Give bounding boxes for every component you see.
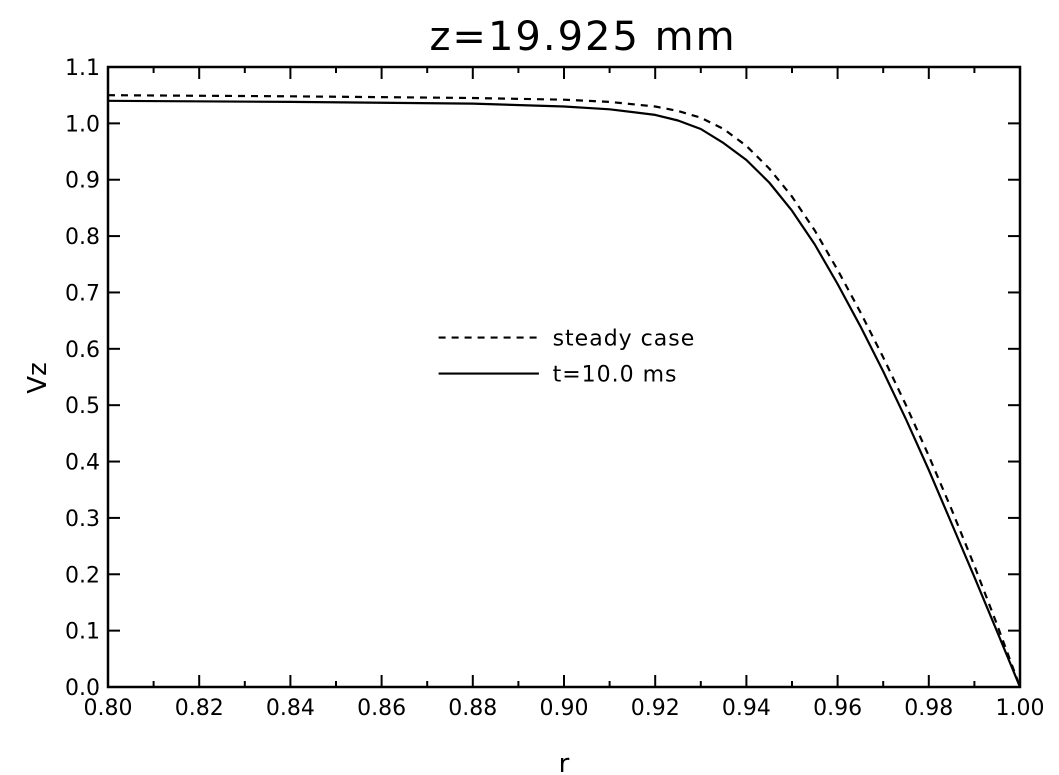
y-tick-label: 0.4 [65, 451, 100, 476]
legend-label: steady case [553, 327, 696, 352]
series-line-t-10ms [107, 99, 1022, 688]
y-tick-label: 0.5 [65, 394, 100, 419]
legend-label: t=10.0 ms [553, 363, 678, 388]
x-tick-label: 0.94 [722, 696, 771, 721]
y-tick-label: 0.8 [65, 225, 100, 250]
y-tick-label: 1.1 [65, 56, 100, 81]
chart-title: z=19.925 mm [429, 14, 736, 60]
x-tick-label: 0.84 [266, 696, 315, 721]
y-tick-label: 0.1 [65, 620, 100, 645]
legend: steady case t=10.0 ms [438, 327, 696, 388]
y-axis-label: Vz [23, 362, 53, 393]
x-tick-label: 0.90 [540, 696, 589, 721]
y-tick-label: 0.2 [65, 563, 100, 588]
y-tick-label: 0.0 [65, 676, 100, 701]
x-tick-label: 0.96 [813, 696, 862, 721]
series-layer [107, 94, 1022, 688]
y-tick-label: 0.3 [65, 507, 100, 532]
x-tick-label: 0.80 [84, 696, 133, 721]
x-tick-label: 0.88 [448, 696, 497, 721]
series-line-steady-case [107, 94, 1022, 688]
y-tick-label: 0.9 [65, 169, 100, 194]
y-tick-label: 0.6 [65, 338, 100, 363]
x-tick-label: 0.86 [357, 696, 406, 721]
ticks-layer: 0.80 0.82 0.84 0.86 0.88 0.90 0.92 0.94 0.96 0.98… [65, 56, 1044, 721]
y-tick-label: 0.7 [65, 281, 100, 306]
x-tick-label: 0.82 [175, 696, 224, 721]
x-tick-label: 0.98 [904, 696, 953, 721]
y-tick-label: 1.0 [65, 112, 100, 137]
x-axis-label: r [559, 749, 570, 775]
x-tick-label: 1.00 [996, 696, 1045, 721]
x-tick-label: 0.92 [631, 696, 680, 721]
